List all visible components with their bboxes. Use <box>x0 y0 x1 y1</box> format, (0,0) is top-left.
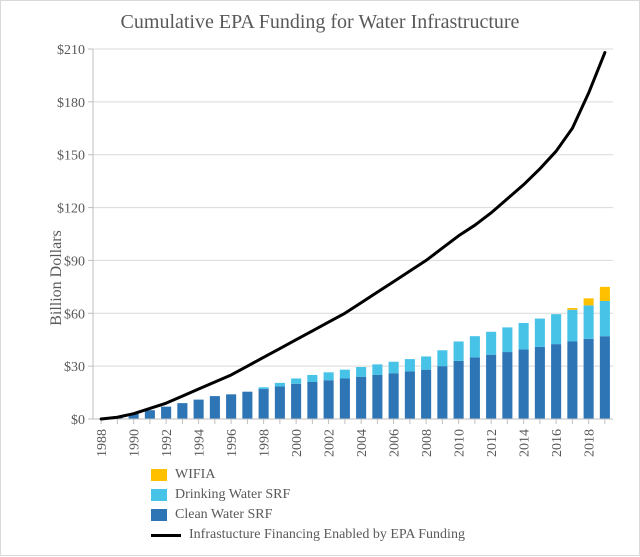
legend-label: Infrastucture Financing Enabled by EPA F… <box>189 527 465 543</box>
svg-text:$120: $120 <box>57 202 85 217</box>
svg-text:2012: 2012 <box>485 429 500 457</box>
bar-segment <box>551 344 561 419</box>
legend-label: Drinking Water SRF <box>175 487 290 503</box>
svg-text:2018: 2018 <box>583 429 598 457</box>
line-series <box>101 53 605 419</box>
legend-label: WIFIA <box>175 467 215 483</box>
bar-segment <box>421 356 431 369</box>
bar-segment <box>584 305 594 338</box>
bar-segment <box>340 370 350 379</box>
bar-segment <box>600 287 610 301</box>
svg-text:2016: 2016 <box>550 429 565 457</box>
svg-text:2014: 2014 <box>518 429 533 457</box>
bar-segment <box>535 319 545 347</box>
legend-label: Clean Water SRF <box>175 507 272 523</box>
svg-text:2006: 2006 <box>388 429 403 457</box>
bar-segment <box>519 323 529 349</box>
bar-segment <box>307 382 317 419</box>
svg-text:$30: $30 <box>64 360 85 375</box>
bar-segment <box>502 327 512 352</box>
bar-segment <box>405 371 415 419</box>
bar-segment <box>177 403 187 419</box>
svg-text:$210: $210 <box>57 43 85 58</box>
bar-segment <box>405 359 415 371</box>
bar-segment <box>584 298 594 305</box>
bar-segment <box>340 378 350 419</box>
bar-segment <box>421 370 431 419</box>
svg-text:1994: 1994 <box>193 429 208 457</box>
bar-segment <box>519 349 529 419</box>
bar-segment <box>551 314 561 344</box>
svg-text:$180: $180 <box>57 96 85 111</box>
svg-text:$60: $60 <box>64 307 85 322</box>
bar-segment <box>470 336 480 357</box>
svg-text:1996: 1996 <box>225 429 240 457</box>
bar-segment <box>372 375 382 419</box>
legend-line-swatch <box>151 534 181 537</box>
bar-segment <box>259 387 269 389</box>
bar-segment <box>470 357 480 419</box>
bar-segment <box>324 380 334 419</box>
svg-text:1988: 1988 <box>95 429 110 457</box>
svg-text:2010: 2010 <box>453 429 468 457</box>
legend-box-swatch <box>151 489 167 501</box>
svg-text:$90: $90 <box>64 254 85 269</box>
legend-box-swatch <box>151 469 167 481</box>
bar-segment <box>567 308 577 310</box>
legend-item: Infrastucture Financing Enabled by EPA F… <box>151 525 465 545</box>
bar-segment <box>291 384 301 419</box>
bar-segment <box>502 352 512 419</box>
bar-segment <box>486 332 496 355</box>
bar-segment <box>210 396 220 419</box>
svg-text:2002: 2002 <box>323 429 338 457</box>
bar-segment <box>372 364 382 375</box>
bar-segment <box>437 366 447 419</box>
legend-item: WIFIA <box>151 465 465 485</box>
bar-segment <box>584 339 594 419</box>
bar-segment <box>567 310 577 342</box>
svg-text:1998: 1998 <box>258 429 273 457</box>
svg-text:2004: 2004 <box>355 429 370 457</box>
bar-segment <box>226 394 236 419</box>
svg-text:$150: $150 <box>57 149 85 164</box>
bar-segment <box>145 410 155 419</box>
chart-container: Cumulative EPA Funding for Water Infrast… <box>0 0 640 556</box>
bar-segment <box>454 361 464 419</box>
bar-segment <box>389 373 399 419</box>
bar-segment <box>307 375 317 382</box>
bar-segment <box>291 378 301 383</box>
bar-segment <box>194 400 204 419</box>
bar-segment <box>161 407 171 419</box>
legend-box-swatch <box>151 509 167 521</box>
bar-segment <box>324 372 334 380</box>
bar-segment <box>389 362 399 373</box>
bar-segment <box>275 383 285 387</box>
bar-segment <box>259 389 269 419</box>
bar-segment <box>242 392 252 419</box>
bar-segment <box>454 341 464 360</box>
bar-segment <box>356 377 366 419</box>
svg-text:2008: 2008 <box>420 429 435 457</box>
bar-segment <box>486 355 496 419</box>
svg-text:2000: 2000 <box>290 429 305 457</box>
svg-text:1990: 1990 <box>128 429 143 457</box>
bar-segment <box>600 336 610 419</box>
legend-item: Clean Water SRF <box>151 505 465 525</box>
svg-text:$0: $0 <box>71 413 85 428</box>
bar-segment <box>437 350 447 366</box>
svg-text:1992: 1992 <box>160 429 175 457</box>
bar-segment <box>535 347 545 419</box>
bar-segment <box>567 341 577 419</box>
bar-segment <box>356 367 366 377</box>
legend-item: Drinking Water SRF <box>151 485 465 505</box>
bar-segment <box>275 386 285 419</box>
legend: WIFIA Drinking Water SRF Clean Water SRF In… <box>151 465 465 545</box>
bar-segment <box>600 301 610 336</box>
